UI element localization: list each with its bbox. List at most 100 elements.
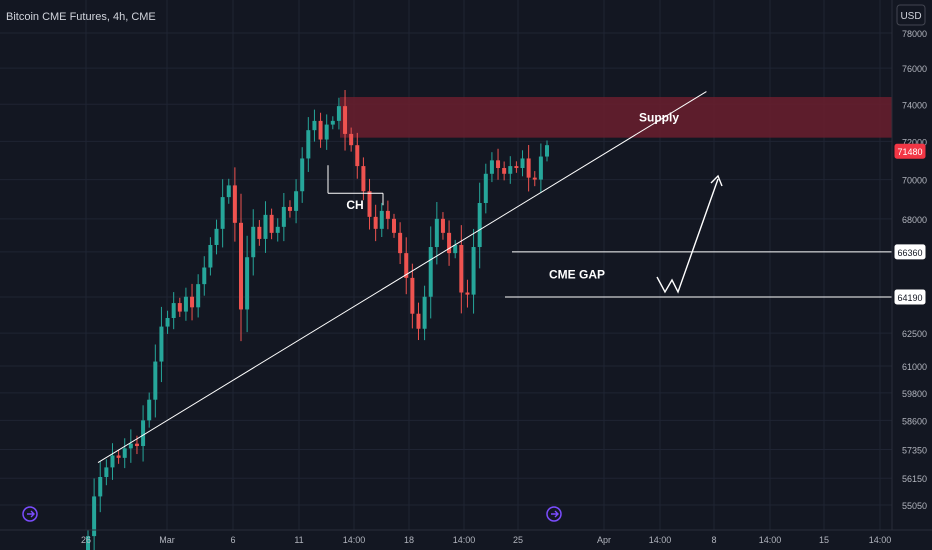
candle-body — [526, 158, 531, 178]
time-tick-label: 14:00 — [453, 535, 476, 545]
gap-low-price-tag: 64190 — [897, 293, 922, 303]
candle-body — [239, 222, 243, 310]
price-tick-label: 56150 — [902, 474, 927, 484]
candle-body — [208, 244, 213, 268]
ch-label: CH — [346, 198, 363, 212]
candle-body — [165, 317, 170, 327]
currency-button[interactable] — [896, 4, 926, 26]
candle-body — [287, 206, 292, 211]
candle-body — [294, 191, 299, 211]
price-tick-label: 62500 — [902, 329, 927, 339]
candle-body — [453, 244, 458, 254]
candle-body — [171, 303, 176, 318]
candle-body — [300, 158, 305, 192]
time-tick-label: 15 — [819, 535, 829, 545]
chart-title: Bitcoin CME Futures, 4h, CME — [6, 11, 156, 23]
time-tick-label: Mar — [159, 535, 175, 545]
nav-arrow-icon[interactable] — [546, 506, 562, 522]
gap-high-price-tag-bg — [894, 244, 926, 260]
candle-body — [269, 214, 274, 233]
supply-zone — [340, 97, 892, 138]
time-tick-label: Apr — [597, 535, 611, 545]
candle-body — [416, 313, 421, 329]
candle-body — [232, 185, 237, 223]
candle-body — [134, 443, 139, 447]
candle-body — [398, 232, 403, 254]
current-price-tag: 71480 — [897, 147, 922, 157]
candle-body — [318, 120, 323, 140]
candle-body — [263, 214, 268, 239]
candle-body — [465, 292, 470, 295]
candle-body — [428, 247, 433, 297]
candle-body — [373, 216, 378, 229]
price-tick-label: 74000 — [902, 100, 927, 110]
price-axis: 55050 56150 57350 58600 59800 61000 62500 68000… — [891, 0, 927, 530]
candle-body — [92, 496, 97, 537]
candle-body — [422, 296, 427, 329]
candle-body — [281, 206, 286, 227]
time-tick-label: 14:00 — [343, 535, 366, 545]
time-tick-label: 14:00 — [869, 535, 892, 545]
candle-body — [404, 253, 409, 278]
candle-body — [502, 168, 507, 174]
candle-body — [379, 210, 384, 229]
candle-body — [116, 455, 121, 458]
candle-body — [86, 536, 90, 550]
candle-body — [343, 106, 348, 134]
projection-path — [656, 178, 719, 294]
projection-arrowhead-icon — [710, 174, 723, 187]
price-tick-label: 58600 — [902, 416, 927, 426]
currency-button-label: USD — [900, 11, 921, 22]
candle-body — [226, 185, 231, 198]
candle-body — [361, 166, 366, 192]
candle-body — [440, 218, 445, 233]
candle-body — [141, 420, 146, 447]
price-tick-label: 59800 — [902, 389, 927, 399]
candle-body — [496, 160, 501, 169]
nav-arrow-icon[interactable] — [22, 506, 38, 522]
candle-body — [532, 177, 537, 180]
time-tick-label: 6 — [230, 535, 235, 545]
time-axis: 26 Mar 6 11 14:00 18 14:00 25 Apr 14:00 8 14:00 15 14… — [0, 529, 932, 545]
candle-body — [220, 197, 225, 229]
annotations — [97, 91, 892, 464]
candle-body — [514, 166, 519, 169]
time-tick-label: 8 — [711, 535, 716, 545]
candle-body — [367, 191, 372, 217]
candle-body — [489, 160, 494, 174]
price-tick-label: 78000 — [902, 29, 927, 39]
candle-body — [159, 326, 164, 362]
candle-body — [324, 124, 329, 140]
candle-body — [275, 226, 280, 233]
candle-body — [251, 226, 256, 258]
cme-gap-label: CME GAP — [549, 267, 605, 281]
candle-body — [110, 455, 115, 468]
candle-body — [312, 120, 317, 131]
price-tick-label: 72000 — [902, 137, 927, 147]
candle-body — [459, 244, 464, 293]
price-tick-label: 57350 — [902, 446, 927, 456]
supply-label: Supply — [639, 110, 679, 124]
gap-high-price-tag: 66360 — [897, 248, 922, 258]
time-tick-label: 11 — [294, 535, 303, 545]
candle-body — [538, 156, 543, 180]
candle-body — [508, 166, 513, 174]
candle-body — [477, 202, 482, 248]
candle-body — [202, 267, 207, 285]
candle-body — [306, 130, 311, 159]
candle-body — [190, 296, 195, 308]
price-tick-label: 55050 — [902, 501, 927, 511]
candle-body — [122, 448, 127, 458]
price-tick-label: 61000 — [902, 362, 927, 372]
candle-body — [355, 145, 360, 167]
candle-body — [257, 226, 262, 239]
candle-body — [336, 106, 341, 121]
time-tick-label: 26 — [81, 535, 91, 545]
candle-body — [147, 399, 152, 421]
candle-body — [385, 210, 390, 219]
candle-body — [545, 145, 549, 157]
candle-body — [330, 120, 335, 125]
candle-body — [410, 277, 415, 314]
